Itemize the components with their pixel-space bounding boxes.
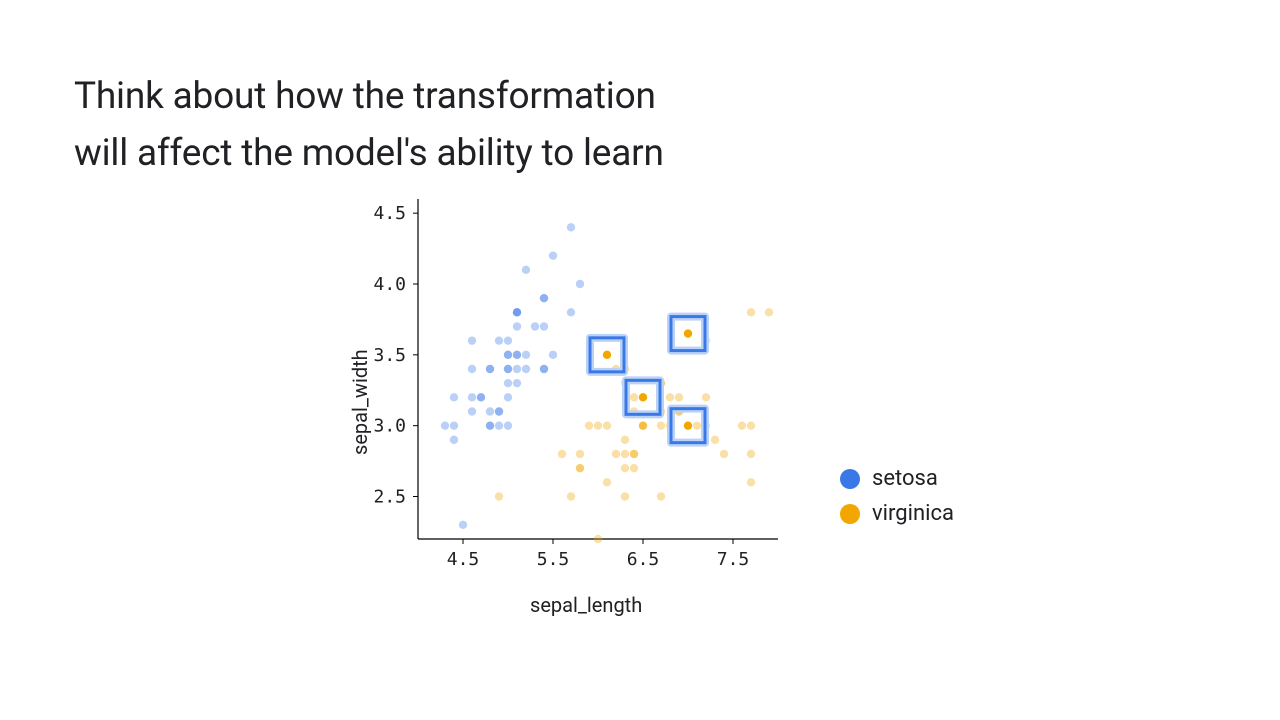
scatter-point (495, 407, 503, 415)
legend-item: setosa (840, 466, 954, 491)
title-line-2: will affect the model's ability to learn (74, 132, 664, 175)
scatter-point (603, 421, 611, 429)
scatter-point (567, 308, 575, 316)
scatter-point (558, 450, 566, 458)
scatter-point (747, 450, 755, 458)
scatter-point (504, 351, 512, 359)
scatter-point (720, 450, 728, 458)
scatter-point (450, 393, 458, 401)
scatter-point (522, 351, 530, 359)
chart-legend: setosa virginica (840, 466, 954, 526)
scatter-point (630, 393, 638, 401)
scatter-point (693, 421, 701, 429)
legend-item: virginica (840, 501, 954, 526)
scatter-point (441, 421, 449, 429)
title-line-1: Think about how the transformation (74, 75, 656, 118)
legend-dot-icon (840, 469, 860, 489)
highlight-point (684, 421, 692, 429)
scatter-point (747, 308, 755, 316)
scatter-point (657, 421, 665, 429)
scatter-point (513, 379, 521, 387)
scatter-point (666, 393, 674, 401)
scatter-point (585, 421, 593, 429)
highlight-point (639, 393, 647, 401)
scatter-point (477, 393, 485, 401)
scatter-point (549, 251, 557, 259)
scatter-point (621, 464, 629, 472)
y-tick-label: 2.5 (373, 487, 406, 508)
scatter-point (504, 421, 512, 429)
y-axis-label: sepal_width (348, 349, 372, 455)
scatter-point (495, 421, 503, 429)
scatter-point (486, 365, 494, 373)
y-tick-label: 4.5 (373, 203, 406, 224)
scatter-point (657, 492, 665, 500)
scatter-point (513, 322, 521, 330)
scatter-point (468, 393, 476, 401)
scatter-point (576, 464, 584, 472)
scatter-point (621, 436, 629, 444)
scatter-point (495, 336, 503, 344)
scatter-point (702, 393, 710, 401)
scatter-point (522, 266, 530, 274)
scatter-point (594, 535, 602, 543)
scatter-point (513, 351, 521, 359)
x-axis-label: sepal_length (530, 593, 642, 617)
scatter-point (576, 280, 584, 288)
scatter-point (612, 450, 620, 458)
scatter-point (675, 393, 683, 401)
scatter-point (504, 365, 512, 373)
scatter-chart: 2.53.03.54.04.54.55.56.57.5 sepal_width … (330, 195, 800, 629)
scatter-point (576, 450, 584, 458)
chart-svg: 2.5 3.0 3.5 4.0 4.5 4.5 5.5 6.5 7.5 (330, 195, 800, 625)
legend-dot-icon (840, 504, 860, 524)
scatter-point (504, 379, 512, 387)
scatter-point (630, 450, 638, 458)
scatter-point (747, 478, 755, 486)
y-tick-label: 3.5 (373, 345, 406, 366)
scatter-point (639, 421, 647, 429)
slide-title: Think about how the transformation will … (74, 68, 664, 183)
scatter-point (540, 365, 548, 373)
scatter-point (486, 421, 494, 429)
scatter-point (540, 294, 548, 302)
scatter-point (765, 308, 773, 316)
legend-label: virginica (872, 501, 954, 526)
scatter-point (495, 492, 503, 500)
scatter-point (594, 421, 602, 429)
scatter-point (450, 436, 458, 444)
scatter-point (549, 351, 557, 359)
highlight-point (603, 351, 611, 359)
highlight-point (684, 329, 692, 337)
y-tick-label: 3.0 (373, 416, 406, 437)
scatter-point (531, 322, 539, 330)
x-tick-label: 5.5 (537, 549, 570, 570)
scatter-point (450, 421, 458, 429)
scatter-point (522, 365, 530, 373)
scatter-point (567, 492, 575, 500)
scatter-point (621, 450, 629, 458)
scatter-point (711, 436, 719, 444)
x-tick-label: 6.5 (627, 549, 660, 570)
scatter-point (747, 421, 755, 429)
scatter-point (459, 521, 467, 529)
scatter-point (513, 308, 521, 316)
scatter-point (513, 365, 521, 373)
scatter-point (468, 365, 476, 373)
scatter-point (504, 393, 512, 401)
scatter-point (504, 336, 512, 344)
scatter-point (630, 464, 638, 472)
scatter-point (567, 223, 575, 231)
scatter-point (738, 421, 746, 429)
x-tick-label: 7.5 (717, 549, 750, 570)
legend-label: setosa (872, 466, 938, 491)
scatter-point (468, 336, 476, 344)
scatter-point (468, 407, 476, 415)
scatter-point (486, 407, 494, 415)
scatter-point (603, 478, 611, 486)
scatter-point (621, 492, 629, 500)
scatter-point (540, 322, 548, 330)
x-tick-label: 4.5 (447, 549, 480, 570)
y-tick-label: 4.0 (373, 274, 406, 295)
